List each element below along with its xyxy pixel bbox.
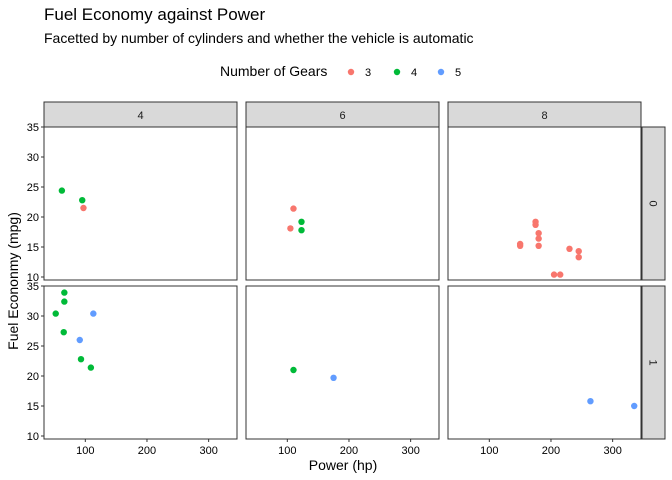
- panel-8-0: [447, 126, 642, 281]
- legend-label-gear-3: 3: [365, 67, 371, 79]
- strip-col-label-6: 6: [339, 110, 345, 122]
- data-point: [566, 245, 573, 252]
- y-tick-label: 10: [27, 272, 39, 284]
- data-point: [290, 366, 297, 374]
- x-tick-label: 100: [278, 445, 296, 457]
- legend-title: Number of Gears: [220, 63, 327, 79]
- legend-key-gear-3: [347, 68, 355, 76]
- y-axis-title: Fuel Econonmy (mpg): [5, 212, 21, 350]
- x-tick-label: 300: [603, 445, 621, 457]
- y-tick-label: 30: [27, 311, 39, 323]
- strip-col-label-8: 8: [541, 110, 547, 122]
- data-point: [60, 329, 67, 336]
- data-point: [61, 298, 68, 305]
- data-point: [76, 336, 83, 344]
- x-tick-label: 100: [480, 445, 498, 457]
- legend-key-gear-4: [393, 68, 401, 76]
- x-tick-label: 200: [138, 445, 156, 457]
- data-point: [90, 310, 97, 317]
- panel-8-1: [447, 285, 642, 440]
- legend-label-gear-5: 5: [455, 67, 461, 79]
- x-tick-label: 300: [199, 445, 217, 457]
- y-tick-label: 15: [27, 242, 39, 254]
- panel-6-1: [245, 285, 440, 440]
- y-tick-label: 25: [27, 182, 39, 194]
- data-point: [87, 364, 95, 371]
- data-point: [298, 227, 305, 234]
- data-point: [52, 310, 59, 317]
- y-tick-label: 10: [27, 431, 39, 443]
- data-point: [535, 230, 542, 237]
- strip-row-0: [641, 126, 666, 281]
- x-axis-title: Power (hp): [309, 457, 377, 473]
- x-tick-label: 200: [542, 445, 560, 457]
- y-tick-label: 20: [27, 212, 39, 224]
- data-point: [79, 197, 86, 204]
- data-point: [80, 204, 87, 212]
- strip-row-1: [641, 285, 666, 440]
- y-tick-label: 20: [27, 371, 39, 383]
- data-point: [290, 205, 297, 212]
- strip-col-4: [43, 101, 238, 128]
- strip-col-label-4: 4: [137, 110, 143, 122]
- data-point: [535, 235, 542, 242]
- chart-subtitle: Facetted by number of cylinders and whet…: [44, 30, 474, 46]
- y-tick-label: 25: [27, 341, 39, 353]
- data-point: [557, 271, 564, 278]
- legend: Number of Gears 3 4 5: [220, 63, 461, 79]
- x-tick-label: 200: [340, 445, 358, 457]
- y-tick-label: 30: [27, 152, 39, 164]
- data-point: [58, 187, 66, 194]
- panel-4-0: [43, 126, 238, 281]
- data-point: [298, 218, 305, 225]
- panel-4-1: [43, 285, 238, 440]
- y-tick-label: 35: [27, 281, 39, 293]
- data-point: [587, 398, 594, 405]
- legend-label-gear-4: 4: [411, 67, 417, 79]
- y-tick-label: 15: [27, 401, 39, 413]
- data-point: [550, 271, 558, 278]
- data-point: [575, 254, 582, 261]
- panel-6-0: [245, 126, 440, 281]
- strip-col-6: [245, 101, 440, 128]
- data-point: [77, 356, 85, 363]
- legend-key-gear-5: [437, 68, 445, 76]
- data-point: [61, 289, 68, 296]
- x-tick-label: 300: [401, 445, 419, 457]
- y-tick-label: 35: [27, 122, 39, 134]
- data-point: [631, 402, 638, 410]
- data-point: [535, 242, 542, 249]
- strip-row-label-1: 1: [647, 359, 659, 365]
- data-point: [575, 248, 582, 255]
- data-point: [532, 218, 539, 225]
- strip-row-label-0: 0: [647, 200, 659, 206]
- chart-title: Fuel Economy against Power: [44, 5, 265, 24]
- data-point: [516, 242, 524, 249]
- x-tick-label: 100: [76, 445, 94, 457]
- data-point: [287, 225, 294, 232]
- data-point: [330, 374, 337, 381]
